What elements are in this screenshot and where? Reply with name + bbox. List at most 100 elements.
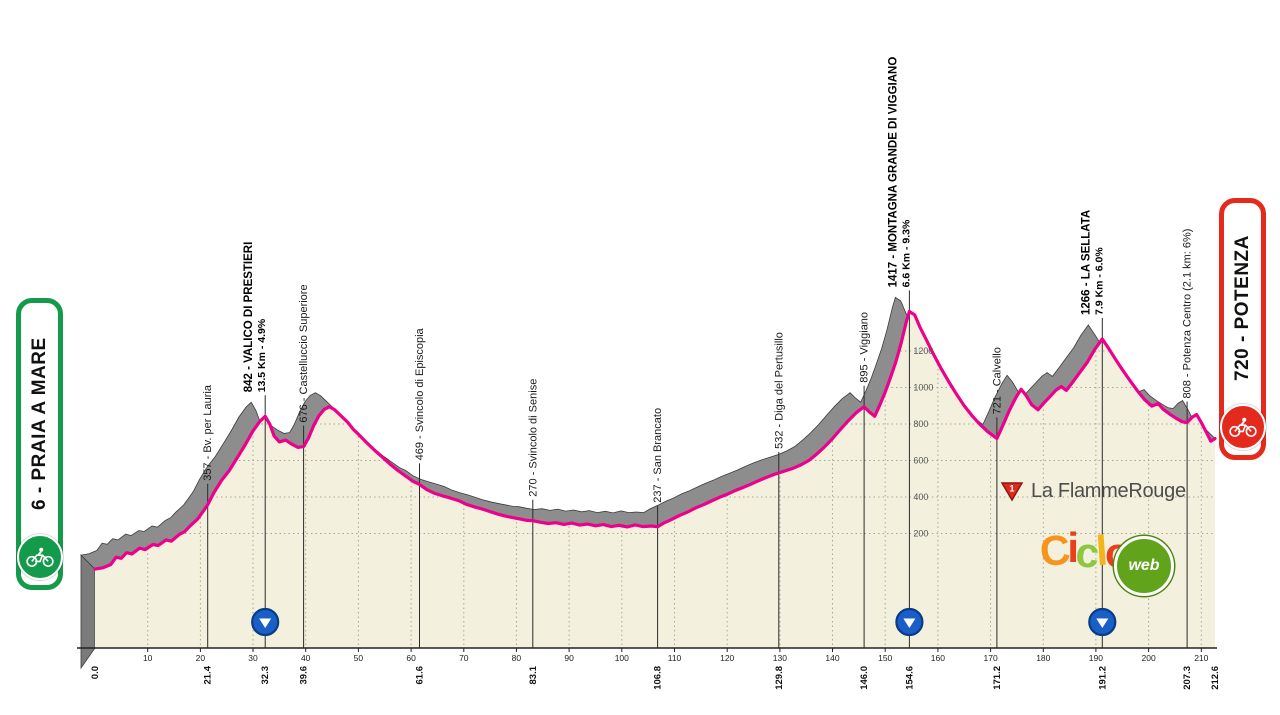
km-label: 61.6 [415, 666, 426, 685]
svg-text:171.2: 171.2 [992, 666, 1003, 690]
svg-text:39.6: 39.6 [299, 666, 310, 685]
x-tick-label: 20 [196, 653, 206, 663]
elev-scale-label: 200 [913, 529, 928, 539]
cyclist-icon [25, 547, 54, 567]
km-label: 39.6 [299, 666, 310, 685]
marker-name: 1266 - LA SELLATA [1080, 210, 1092, 315]
marker-label: 676 - Castelluccio Superiore [298, 284, 310, 422]
profile-area [95, 311, 1215, 648]
km-label: 171.2 [992, 666, 1003, 690]
gpm-triangle-icon [903, 618, 916, 628]
finish-banner: 720 - POTENZA [1219, 198, 1266, 460]
km-label: 0.0 [90, 666, 101, 679]
km-label: 129.8 [774, 666, 785, 690]
svg-text:207.3: 207.3 [1182, 666, 1193, 690]
laflammerouge-text: La FlammeRouge [1031, 480, 1186, 502]
gpm-marker [1088, 607, 1117, 637]
marker-stats: 7.9 Km - 6.0% [1093, 247, 1105, 315]
marker-label: 469 - Svincolo di Episcopia [414, 327, 426, 460]
svg-text:0.0: 0.0 [90, 666, 101, 679]
km-label: 212.6 [1210, 666, 1221, 690]
marker-name: 237 - San Brancato [652, 408, 664, 503]
x-tick-label: 200 [1142, 653, 1156, 663]
marker-name: 676 - Castelluccio Superiore [298, 284, 310, 422]
marker-name: 808 - Potenza Centro (2.1 km: 6%) [1182, 229, 1194, 399]
svg-text:21.4: 21.4 [203, 665, 214, 684]
svg-text:83.1: 83.1 [528, 665, 539, 684]
ciclo-letter: i [1067, 524, 1079, 571]
x-tick-label: 90 [564, 653, 574, 663]
marker-label: 1266 - LA SELLATA 7.9 Km - 6.0% [1080, 210, 1105, 315]
svg-text:129.8: 129.8 [774, 666, 785, 690]
x-tick-label: 80 [512, 653, 522, 663]
x-tick-label: 100 [615, 653, 629, 663]
x-tick-label: 70 [459, 653, 469, 663]
km-label: 106.8 [653, 666, 664, 690]
laflammerouge-logo: 1 La FlammeRouge [1000, 480, 1186, 503]
marker-name: 532 - Diga del Pertusillo [773, 332, 785, 449]
svg-text:146.0: 146.0 [859, 666, 870, 690]
marker-label: 1417 - MONTAGNA GRANDE DI VIGGIANO 6.6 Km… [887, 57, 912, 288]
marker-name: 895 - Viggiano [859, 312, 871, 383]
svg-text:212.6: 212.6 [1210, 666, 1221, 690]
flammerouge-digit: 1 [1009, 484, 1014, 494]
x-tick-label: 180 [1036, 653, 1050, 663]
profile-side-face [80, 554, 96, 670]
x-tick-label: 160 [931, 653, 945, 663]
x-tick-label: 190 [1089, 653, 1103, 663]
finish-cyclist-badge [1219, 404, 1266, 450]
gpm-triangle-icon [259, 618, 272, 628]
elev-scale-label: 600 [913, 456, 928, 466]
flammerouge-triangle [1000, 482, 1024, 502]
elev-scale-label: 800 [913, 419, 928, 429]
km-label: 83.1 [528, 665, 539, 684]
marker-label: 532 - Diga del Pertusillo [773, 332, 785, 449]
marker-stats: 6.6 Km - 9.3% [900, 219, 912, 287]
x-tick-label: 130 [773, 653, 787, 663]
laflammerouge-triangle-icon: 1 [1000, 482, 1024, 502]
svg-text:154.6: 154.6 [904, 666, 915, 690]
x-tick-label: 150 [878, 653, 892, 663]
marker-label: 270 - Svincolo di Senise [527, 379, 539, 497]
cicloweb-logo: Ciclo web [1038, 516, 1190, 600]
marker-label: 895 - Viggiano [859, 312, 871, 383]
km-label: 207.3 [1182, 666, 1193, 690]
marker-label: 357 - Bv. per Lauria [202, 384, 214, 481]
start-cyclist-badge [16, 534, 63, 580]
marker-label: 808 - Potenza Centro (2.1 km: 6%) [1182, 229, 1194, 399]
marker-name: 721 - Calvello [991, 347, 1003, 414]
x-tick-label: 40 [301, 653, 311, 663]
cyclist-icon [1228, 417, 1257, 437]
x-tick-label: 10 [143, 653, 153, 663]
km-label: 146.0 [859, 666, 870, 690]
elev-scale-label: 400 [913, 492, 928, 502]
km-label: 154.6 [904, 666, 915, 690]
marker-name: 357 - Bv. per Lauria [202, 384, 214, 481]
svg-text:191.2: 191.2 [1097, 666, 1108, 690]
x-tick-label: 120 [720, 653, 734, 663]
elev-scale-label: 1200 [913, 346, 933, 356]
start-banner-label: 6 - PRAIA A MARE [28, 337, 50, 510]
x-tick-label: 110 [668, 653, 682, 663]
marker-name: 469 - Svincolo di Episcopia [414, 327, 426, 460]
svg-text:61.6: 61.6 [415, 666, 426, 685]
km-label: 21.4 [203, 665, 214, 684]
marker-label: 842 - VALICO DI PRESTIERI 13.5 Km - 4.9% [243, 242, 268, 393]
marker-label: 237 - San Brancato [652, 408, 664, 503]
gpm-marker [251, 607, 280, 637]
x-tick-label: 30 [248, 653, 258, 663]
svg-text:106.8: 106.8 [653, 666, 664, 690]
start-banner: 6 - PRAIA A MARE [16, 298, 63, 590]
svg-text:32.3: 32.3 [260, 666, 271, 685]
x-tick-label: 50 [354, 653, 364, 663]
elev-scale-label: 1000 [913, 383, 933, 393]
x-tick-label: 210 [1194, 653, 1208, 663]
marker-name: 270 - Svincolo di Senise [527, 379, 539, 497]
gpm-triangle-icon [1096, 618, 1109, 628]
km-label: 32.3 [260, 666, 271, 685]
marker-stats: 13.5 Km - 4.9% [256, 318, 268, 392]
gpm-marker [895, 607, 924, 637]
cicloweb-web-circle: web [1114, 536, 1174, 596]
